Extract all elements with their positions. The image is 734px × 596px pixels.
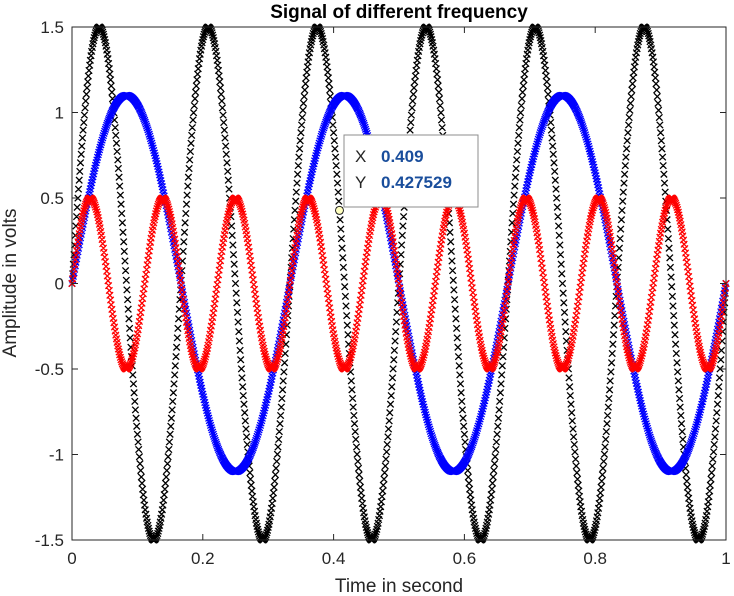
x-tick-label: 1 xyxy=(721,549,730,568)
y-tick-label: 1.5 xyxy=(40,18,64,37)
y-tick-label: 0 xyxy=(55,275,64,294)
datatip-x-value: 0.409 xyxy=(381,147,424,166)
datatip-y-key: Y xyxy=(355,173,366,192)
chart-title: Signal of different frequency xyxy=(270,2,528,23)
x-tick-label: 0.2 xyxy=(191,549,215,568)
datatip[interactable]: X 0.409 Y 0.427529 xyxy=(334,134,479,215)
y-tick-label: 0.5 xyxy=(40,189,64,208)
y-tick-label: -1 xyxy=(49,446,64,465)
datatip-x-key: X xyxy=(355,147,366,166)
y-tick-label: -1.5 xyxy=(35,531,64,550)
y-axis-title: Amplitude in volts xyxy=(0,209,21,358)
datatip-box xyxy=(343,134,479,208)
x-tick-label: 0.4 xyxy=(322,549,346,568)
x-tick-label: 0.8 xyxy=(583,549,607,568)
x-tick-label: 0.6 xyxy=(453,549,477,568)
x-axis-title: Time in second xyxy=(335,576,463,596)
datatip-y-value: 0.427529 xyxy=(381,173,452,192)
datatip-marker[interactable] xyxy=(334,205,344,215)
tick-layer: 0 0.2 0.4 0.6 0.8 1 1.5 1 0.5 0 -0.5 -1 -1.5 xyxy=(35,18,731,568)
y-tick-label: -0.5 xyxy=(35,360,64,379)
x-tick-label: 0 xyxy=(67,549,76,568)
y-tick-label: 1 xyxy=(55,104,64,123)
